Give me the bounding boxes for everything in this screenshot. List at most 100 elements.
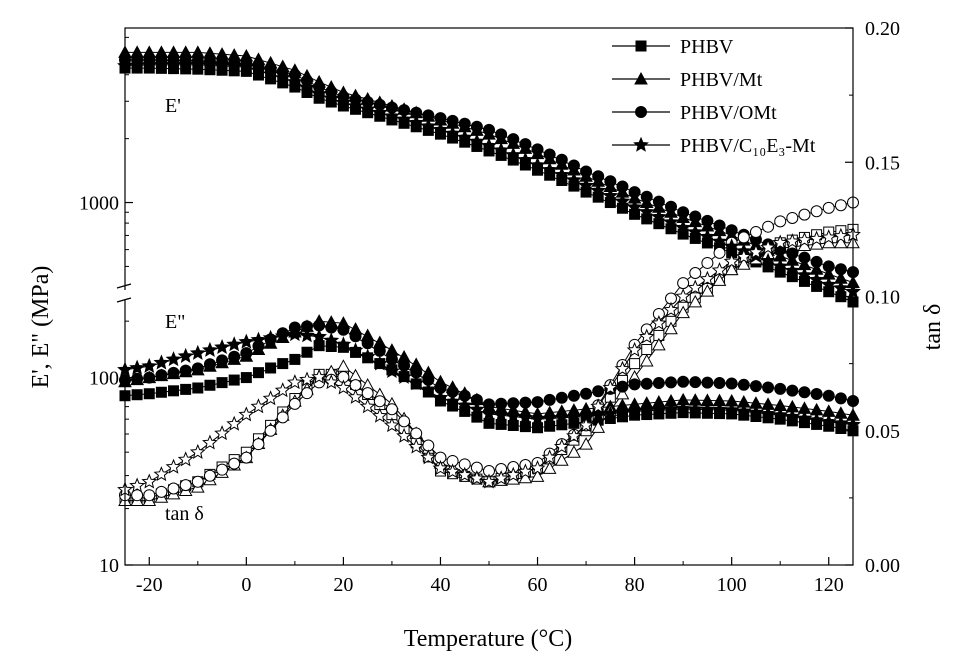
x-tick-label: 80: [625, 574, 645, 596]
point-eloss-phbv-c10e3-mt: [432, 389, 449, 405]
point-eloss-phbv-omt: [798, 386, 811, 399]
point-eloss-phbv-c10e3-mt: [772, 406, 789, 422]
point-tandelta-phbv-omt: [143, 489, 156, 502]
point-tandelta-phbv-c10e3-mt: [590, 398, 607, 414]
point-eloss-phbv-c10e3-mt: [286, 326, 303, 342]
point-eloss-phbv-omt: [543, 393, 556, 406]
plot-layer: [117, 45, 861, 507]
point-eloss-phbv-omt: [713, 377, 726, 390]
x-tick-label: 100: [717, 574, 747, 596]
point-estorage-phbv-c10e3-mt: [553, 166, 570, 182]
point-tandelta-phbv-c10e3-mt: [238, 406, 255, 422]
point-tandelta-phbv-mt: [688, 294, 703, 308]
point-eloss-phbv-c10e3-mt: [808, 411, 825, 427]
point-tandelta-phbv-omt: [737, 231, 750, 244]
point-estorage-phbv-omt: [470, 120, 483, 133]
point-tandelta-phbv-mt: [530, 469, 545, 482]
point-estorage-phbv-c10e3-mt: [820, 276, 837, 292]
x-axis-title: Temperature (°C): [404, 626, 573, 652]
point-estorage-phbv-omt: [786, 247, 799, 260]
point-estorage-phbv-c10e3-mt: [226, 58, 243, 74]
point-eloss-phbv-c10e3-mt: [481, 405, 497, 421]
point-eloss-phbv-c10e3-mt: [153, 354, 170, 370]
point-eloss-phbv: [131, 389, 143, 401]
point-tandelta-phbv-c10e3-mt: [529, 460, 546, 476]
point-eloss-phbv-c10e3-mt: [553, 409, 570, 425]
point-eloss-phbv-c10e3-mt: [214, 339, 230, 355]
point-tandelta-phbv-omt: [398, 415, 411, 428]
y-left-tick-label: 10: [99, 555, 119, 577]
point-eloss-phbv-omt: [179, 364, 192, 377]
point-eloss-phbv-c10e3-mt: [444, 393, 461, 409]
point-estorage-phbv-c10e3-mt: [262, 65, 279, 81]
point-estorage-phbv-c10e3-mt: [760, 252, 776, 268]
legend-label-phbv-omt: PHBV/OMt: [680, 102, 777, 124]
point-eloss-phbv-c10e3-mt: [202, 341, 218, 357]
point-tandelta-phbv-mt: [567, 445, 581, 458]
point-tandelta-phbv-c10e3-mt: [505, 466, 522, 482]
point-eloss-phbv-omt: [155, 369, 168, 382]
point-eloss-phbv-c10e3-mt: [274, 327, 291, 343]
point-tandelta-phbv-mt: [542, 461, 557, 474]
point-estorage-phbv-omt: [446, 114, 459, 127]
point-tandelta-phbv-omt: [301, 387, 313, 400]
point-estorage-phbv-c10e3-mt: [323, 89, 340, 105]
point-tandelta-phbv-c10e3-mt: [323, 374, 340, 390]
y-left-tick-label: 100: [89, 368, 119, 390]
point-eloss-phbv: [168, 385, 180, 397]
point-tandelta-phbv-c10e3-mt: [687, 279, 704, 295]
y-axis-title-left: E', E" (MPa): [28, 266, 54, 389]
point-eloss-phbv-omt: [349, 330, 362, 343]
point-tandelta-phbv-omt: [810, 205, 823, 218]
point-estorage-phbv-omt: [628, 186, 641, 199]
point-eloss-phbv-omt: [555, 391, 568, 404]
point-estorage-phbv-omt: [640, 190, 653, 203]
point-eloss-phbv-c10e3-mt: [299, 327, 315, 343]
point-eloss-phbv-c10e3-mt: [796, 410, 813, 426]
point-estorage-phbv-c10e3-mt: [335, 94, 352, 110]
point-estorage-phbv-c10e3-mt: [784, 262, 801, 278]
point-estorage-phbv-omt: [713, 219, 726, 232]
point-eloss-phbv-omt: [810, 387, 823, 400]
point-eloss-phbv-c10e3-mt: [347, 342, 364, 358]
point-eloss-phbv-c10e3-mt: [323, 332, 340, 348]
point-estorage-phbv-c10e3-mt: [274, 69, 291, 85]
point-estorage-phbv-omt: [604, 175, 617, 188]
point-estorage-phbv-omt: [677, 206, 690, 219]
point-eloss-phbv-c10e3-mt: [141, 357, 158, 373]
point-tandelta-phbv-omt: [786, 211, 799, 224]
point-eloss-phbv-omt: [834, 392, 847, 405]
point-estorage-phbv-c10e3-mt: [420, 117, 437, 133]
point-tandelta-phbv-c10e3-mt: [262, 390, 279, 406]
point-eloss-phbv-c10e3-mt: [311, 328, 328, 344]
point-eloss-phbv-omt: [507, 397, 520, 410]
point-estorage-phbv-c10e3-mt: [347, 97, 364, 113]
point-tandelta-phbv-c10e3-mt: [578, 417, 594, 433]
point-tandelta-phbv-c10e3-mt: [456, 466, 473, 482]
y-right-tick-label: 0.05: [865, 421, 900, 443]
point-estorage-phbv-c10e3-mt: [468, 133, 485, 149]
y-right-tick-label: 0.10: [865, 287, 900, 309]
point-estorage-phbv-c10e3-mt: [286, 73, 303, 89]
point-estorage-phbv-c10e3-mt: [456, 129, 473, 145]
point-eloss-phbv-c10e3-mt: [541, 410, 558, 426]
point-tandelta-phbv-c10e3-mt: [177, 451, 194, 467]
point-eloss-phbv-c10e3-mt: [262, 329, 279, 345]
point-tandelta-phbv-mt: [700, 284, 715, 297]
x-tick-label: 40: [430, 574, 450, 596]
point-tandelta-phbv-c10e3-mt: [408, 438, 425, 454]
point-estorage-phbv-c10e3-mt: [578, 177, 594, 193]
point-eloss-phbv-c10e3-mt: [820, 413, 837, 429]
point-estorage-phbv-c10e3-mt: [359, 100, 376, 117]
point-eloss-phbv-omt: [567, 389, 580, 402]
annotation-e-storage: E': [165, 95, 181, 117]
point-tandelta-phbv-mt: [834, 235, 848, 249]
point-tandelta-phbv-c10e3-mt: [541, 449, 558, 465]
point-estorage-phbv-omt: [495, 128, 508, 141]
point-estorage-phbv-c10e3-mt: [808, 271, 825, 287]
point-estorage-phbv-c10e3-mt: [396, 111, 412, 127]
point-tandelta-phbv-omt: [252, 438, 265, 451]
point-tandelta-phbv-c10e3-mt: [638, 328, 655, 344]
point-estorage-phbv-omt: [519, 138, 532, 151]
point-tandelta-phbv-mt: [591, 420, 606, 433]
